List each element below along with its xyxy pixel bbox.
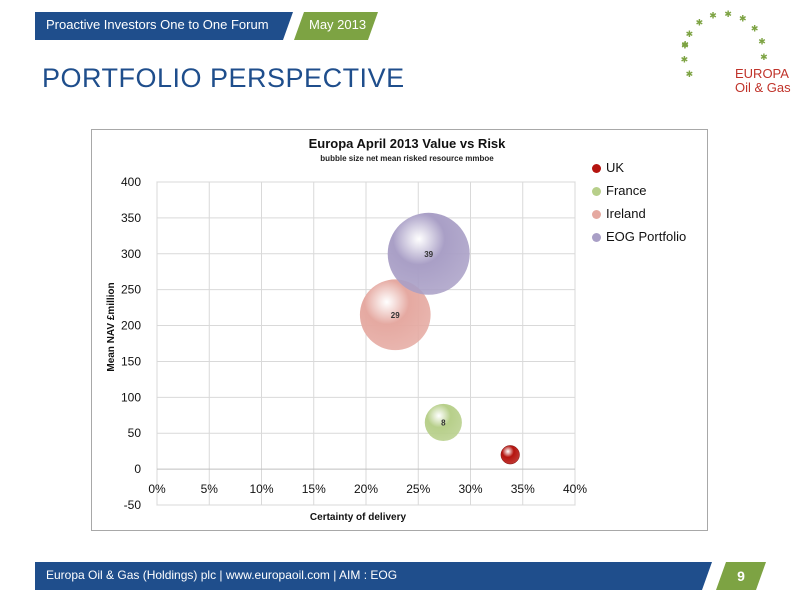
x-tick-label: 25%	[406, 482, 430, 496]
footer-banner	[35, 562, 712, 590]
bubble-eog-portfolio	[387, 212, 470, 295]
legend-swatch	[592, 233, 601, 242]
y-tick-label: 300	[121, 247, 141, 261]
logo-star-icon: ✱	[681, 41, 689, 51]
legend-label: France	[606, 183, 647, 198]
bubble-france	[424, 403, 462, 442]
logo-star-icon: ✱	[709, 11, 717, 21]
footer-text: Europa Oil & Gas (Holdings) plc | www.eu…	[46, 568, 398, 582]
logo-star-icon: ✱	[696, 18, 704, 28]
logo-star-icon: ✱	[686, 69, 694, 79]
legend-swatch	[592, 164, 601, 173]
y-tick-label: 50	[128, 426, 142, 440]
y-tick-label: 100	[121, 390, 141, 404]
chart-title: Europa April 2013 Value vs Risk	[308, 136, 506, 151]
logo-star-icon: ✱	[686, 29, 694, 39]
bubble-ireland	[359, 279, 431, 351]
logo-star-icon: ✱	[758, 37, 766, 47]
bubble-uk	[500, 445, 520, 465]
legend-label: Ireland	[606, 206, 646, 221]
logo-star-icon: ✱	[681, 55, 689, 65]
y-axis-label: Mean NAV £million	[106, 282, 117, 371]
bubble-label: 29	[391, 311, 400, 320]
bubble-label: 39	[424, 250, 433, 259]
y-tick-label: 150	[121, 354, 141, 368]
y-tick-label: 0	[134, 462, 141, 476]
y-tick-label: 400	[121, 175, 141, 189]
chart-subtitle: bubble size net mean risked resource mmb…	[320, 154, 494, 163]
logo-text-europa: EUROPA	[735, 66, 789, 81]
forum-title: Proactive Investors One to One Forum	[46, 17, 269, 32]
logo-star-icon: ✱	[681, 39, 689, 49]
legend-label: EOG Portfolio	[606, 229, 687, 244]
header-banner	[35, 12, 293, 40]
y-tick-label: -50	[124, 498, 142, 512]
logo-text-oil-gas: Oil & Gas	[735, 80, 791, 95]
y-tick-label: 350	[121, 211, 141, 225]
logo-star-icon: ✱	[724, 9, 732, 19]
x-tick-label: 0%	[148, 482, 166, 496]
chart-frame: 8 29 39 0% 5% 10% 15% 20% 25% 30% 35% 40% 400 350 300…	[91, 129, 708, 531]
star-ring-icon: ✱✱✱✱ ✱ ✱✱✱✱✱✱✱	[681, 9, 768, 79]
page-number: 9	[737, 568, 745, 584]
x-tick-label: 20%	[354, 482, 378, 496]
y-tick-label: 250	[121, 283, 141, 297]
y-tick-label: 200	[121, 319, 141, 333]
logo-star-icon: ✱	[739, 14, 747, 24]
bubble-label: 8	[441, 418, 446, 427]
x-tick-label: 40%	[563, 482, 587, 496]
europa-logo: ✱✱✱✱ ✱ ✱✱✱✱✱✱✱	[681, 9, 768, 79]
legend-swatch	[592, 210, 601, 219]
x-tick-label: 30%	[458, 482, 482, 496]
legend-swatch	[592, 187, 601, 196]
chart-gridlines	[156, 181, 576, 506]
legend-label: UK	[606, 160, 625, 175]
x-tick-label: 35%	[511, 482, 535, 496]
x-axis-label: Certainty of delivery	[310, 512, 407, 523]
chart-bubbles: 8 29 39	[359, 212, 520, 465]
presentation-date: May 2013	[309, 17, 367, 32]
x-tick-label: 15%	[302, 482, 326, 496]
page-title: PORTFOLIO PERSPECTIVE	[42, 63, 405, 93]
x-tick-label: 10%	[249, 482, 273, 496]
x-tick-label: 5%	[201, 482, 219, 496]
chart-tick-labels: 0% 5% 10% 15% 20% 25% 30% 35% 40% 400 350 300 250 200…	[121, 175, 587, 512]
logo-star-icon: ✱	[751, 23, 759, 33]
date-banner	[294, 12, 378, 40]
bubble-chart: 8 29 39 0% 5% 10% 15% 20% 25% 30% 35% 40% 400 350 300…	[106, 175, 587, 523]
logo-star-icon: ✱	[760, 52, 768, 62]
